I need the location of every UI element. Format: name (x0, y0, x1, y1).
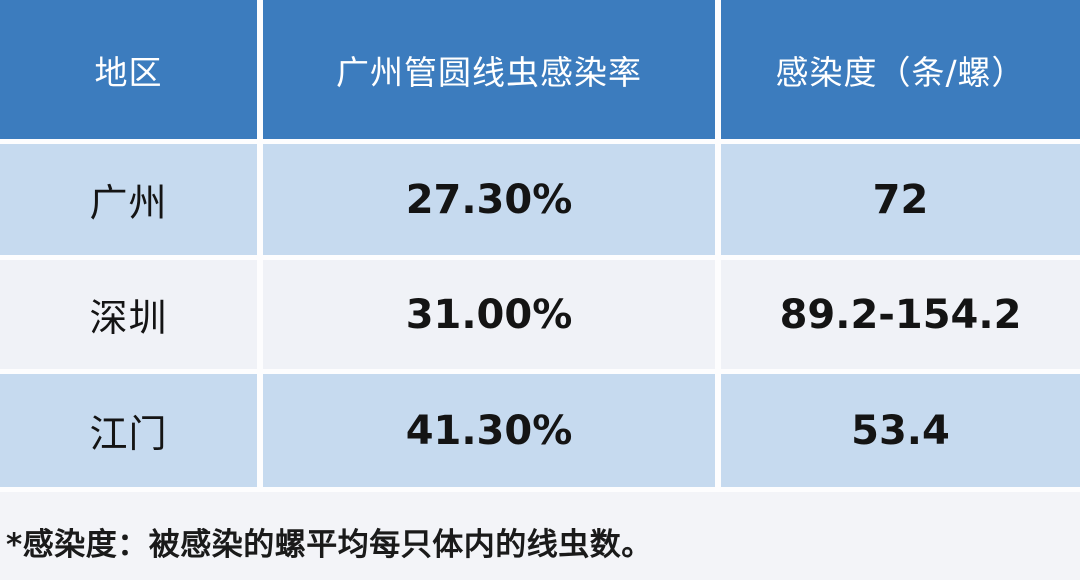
table-footnote: *感染度：被感染的螺平均每只体内的线虫数。 (0, 492, 1080, 580)
infection-table: 地区 广州管圆线虫感染率 感染度（条/螺） 广州 27.30% 72 深圳 31… (0, 0, 1080, 487)
column-header-region: 地区 (0, 0, 257, 139)
cell-degree-jiangmen: 53.4 (721, 374, 1080, 487)
column-header-infection-degree: 感染度（条/螺） (721, 0, 1080, 139)
cell-rate-shenzhen: 31.00% (263, 260, 715, 369)
cell-degree-shenzhen: 89.2-154.2 (721, 260, 1080, 369)
cell-region-shenzhen: 深圳 (0, 260, 257, 369)
cell-region-guangzhou: 广州 (0, 144, 257, 255)
cell-region-jiangmen: 江门 (0, 374, 257, 487)
cell-rate-guangzhou: 27.30% (263, 144, 715, 255)
column-header-infection-rate: 广州管圆线虫感染率 (263, 0, 715, 139)
cell-rate-jiangmen: 41.30% (263, 374, 715, 487)
cell-degree-guangzhou: 72 (721, 144, 1080, 255)
